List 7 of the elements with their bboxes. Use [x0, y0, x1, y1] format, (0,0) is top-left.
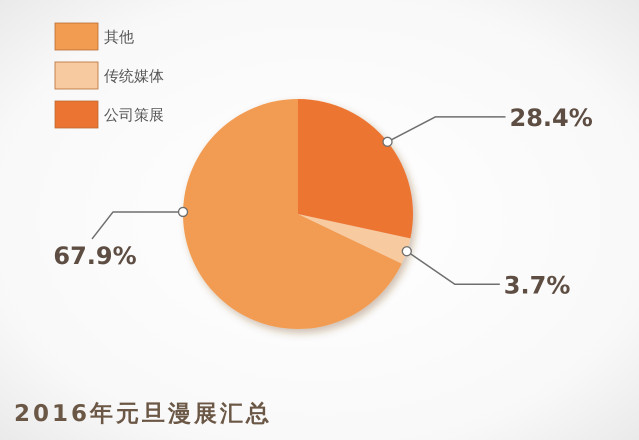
data-label: 28.4% — [510, 104, 593, 132]
legend-label: 其他 — [104, 28, 134, 46]
legend-label: 公司策展 — [104, 106, 164, 124]
data-label: 3.7% — [504, 271, 570, 300]
title: 2016年元旦漫展汇总 — [14, 401, 272, 427]
data-label: 67.9% — [53, 242, 137, 270]
legend-label: 传统媒体 — [104, 67, 164, 85]
